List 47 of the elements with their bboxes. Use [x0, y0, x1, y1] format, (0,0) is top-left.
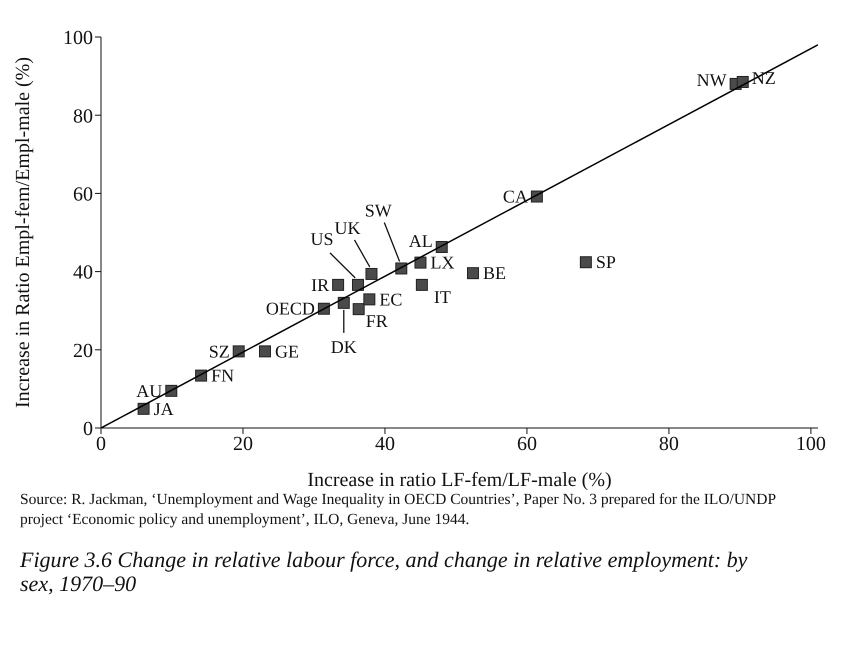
- annotation: GE: [274, 341, 299, 362]
- point: [352, 303, 365, 316]
- source-note: Source: R. Jackman, ‘Unemployment and Wage Inequality in OECD Countries’, Paper No. 3 prepared for the ILO/UNDP project ‘Economic policy and unemployment’, ILO, Geneva, June 1944.: [20, 490, 776, 530]
- annotation: SZ: [208, 341, 230, 362]
- y-axis-title: Increase in Ratio Empl-fem/Empl-male (%): [12, 57, 34, 408]
- y-tick-label: 20: [73, 340, 93, 362]
- annotation: SP: [596, 252, 616, 272]
- annotation: AL: [408, 230, 433, 251]
- y-tick-label: 40: [73, 262, 93, 284]
- point: [365, 268, 378, 280]
- x-tick-label: 80: [658, 433, 679, 456]
- annotation: US: [310, 228, 334, 249]
- annotation: LX: [430, 252, 454, 273]
- point: [338, 296, 350, 309]
- text: Figure 3.6 Change in relative labour force, and change in relative employment: by sex, 1970–90: [20, 547, 748, 596]
- annotation: JA: [154, 398, 174, 419]
- annotation: IR: [311, 274, 330, 295]
- x-tick-label: 40: [374, 433, 395, 456]
- annotation: FN: [211, 366, 234, 386]
- y-tick-label: 60: [73, 184, 93, 206]
- annotation: AU: [136, 380, 162, 401]
- annotation: IT: [434, 286, 451, 307]
- point: [258, 345, 271, 358]
- annotation: FR: [366, 311, 388, 332]
- y-tick-label: 100: [63, 27, 93, 50]
- point: [466, 267, 479, 280]
- annotation: NZ: [752, 68, 776, 88]
- point: [352, 278, 364, 291]
- point: [416, 278, 428, 291]
- x-axis-title: Increase in ratio LF-fem/LF-male (%): [307, 469, 612, 491]
- x-tick-label: 20: [232, 433, 253, 456]
- point: [580, 256, 592, 268]
- annotation: SW: [364, 200, 392, 220]
- x-tick-label: 100: [796, 433, 826, 456]
- y-tick-label: 80: [73, 105, 93, 128]
- annotation: OECD: [266, 298, 315, 319]
- point: [332, 278, 344, 291]
- point: [363, 293, 376, 306]
- x-tick-label: 60: [516, 433, 537, 456]
- annotation: DK: [330, 336, 357, 357]
- annotation: EC: [379, 289, 402, 310]
- annotation: CA: [502, 186, 528, 207]
- annotation: NW: [696, 70, 727, 90]
- annotation: UK: [334, 218, 360, 238]
- annotation: BE: [482, 263, 506, 284]
- point: [414, 256, 426, 269]
- y-tick-label: 0: [83, 418, 93, 440]
